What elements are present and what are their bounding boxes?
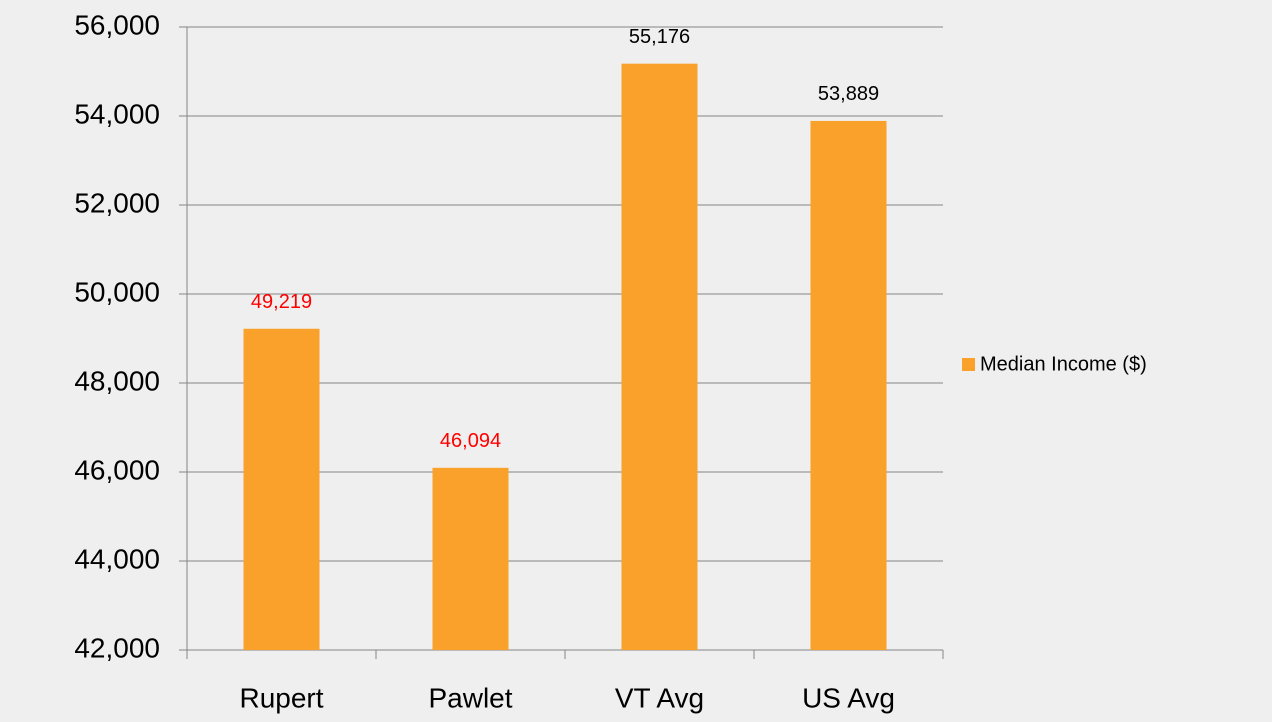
- y-tick-label: 44,000: [74, 543, 160, 574]
- bar: [432, 467, 509, 650]
- x-tick-label: US Avg: [802, 682, 895, 713]
- data-label: 49,219: [251, 291, 312, 313]
- legend-swatch: [962, 358, 975, 371]
- y-tick-label: 50,000: [74, 276, 160, 307]
- data-label: 46,094: [440, 430, 501, 452]
- x-tick-label: Rupert: [239, 682, 323, 713]
- bar: [810, 120, 887, 650]
- x-tick-label: Pawlet: [428, 682, 512, 713]
- legend-label: Median Income ($): [980, 353, 1147, 375]
- y-tick-label: 52,000: [74, 187, 160, 218]
- y-tick-label: 42,000: [74, 632, 160, 663]
- data-label: 53,889: [818, 83, 879, 105]
- data-label: 55,176: [629, 26, 690, 48]
- y-tick-label: 54,000: [74, 98, 160, 129]
- bar: [621, 63, 698, 651]
- y-tick-label: 56,000: [74, 9, 160, 40]
- x-tick-label: VT Avg: [615, 682, 704, 713]
- y-tick-label: 46,000: [74, 454, 160, 485]
- bar: [243, 328, 320, 650]
- y-tick-label: 48,000: [74, 365, 160, 396]
